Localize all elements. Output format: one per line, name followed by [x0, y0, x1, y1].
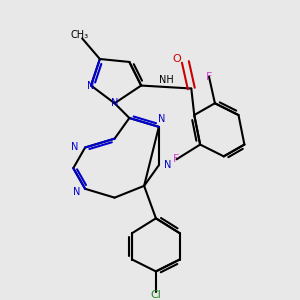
Text: N: N	[73, 187, 80, 197]
Text: N: N	[158, 115, 166, 124]
Text: N: N	[164, 160, 171, 170]
Text: N: N	[87, 80, 95, 91]
Text: Cl: Cl	[151, 290, 161, 300]
Text: F: F	[173, 154, 180, 164]
Text: N: N	[111, 98, 118, 108]
Text: NH: NH	[159, 75, 174, 85]
Text: F: F	[206, 72, 212, 82]
Text: CH₃: CH₃	[70, 30, 88, 40]
Text: N: N	[71, 142, 79, 152]
Text: O: O	[172, 54, 181, 64]
